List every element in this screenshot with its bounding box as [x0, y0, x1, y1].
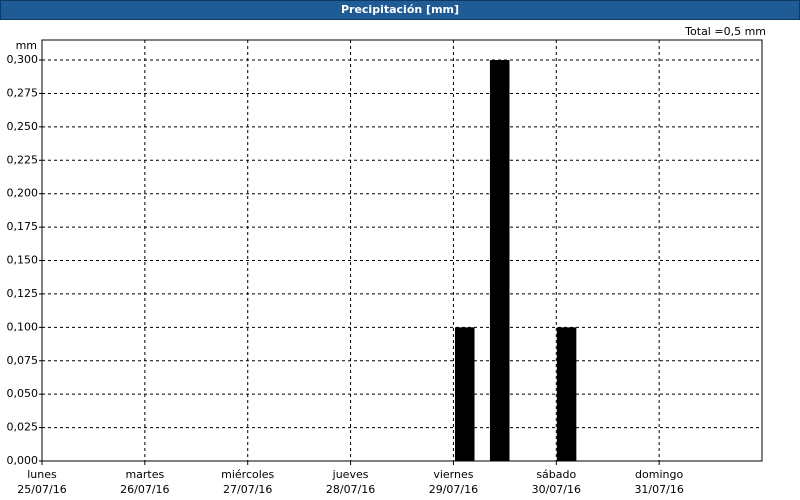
x-tick-label: jueves [332, 468, 369, 481]
bar [556, 327, 577, 461]
y-tick-label: 0,100 [7, 320, 39, 333]
y-tick-label: 0,275 [7, 86, 39, 99]
y-tick-label: 0,250 [7, 120, 39, 133]
x-tick-label: domingo [635, 468, 683, 481]
x-tick-label: sábado [536, 468, 576, 481]
y-axis-label: mm [16, 39, 37, 52]
y-tick-label: 0,125 [7, 287, 39, 300]
x-tick-label: lunes [27, 468, 57, 481]
total-label: Total =0,5 mm [684, 25, 766, 38]
y-tick-label: 0,225 [7, 153, 39, 166]
bar [489, 60, 510, 462]
x-tick-label: viernes [433, 468, 473, 481]
y-tick-label: 0,050 [7, 387, 39, 400]
y-tick-label: 0,175 [7, 220, 39, 233]
y-tick-label: 0,000 [7, 454, 39, 467]
y-tick-label: 0,025 [7, 421, 39, 434]
chart-title: Precipitación [mm] [341, 3, 459, 16]
x-tick-date: 29/07/16 [429, 483, 478, 496]
y-tick-label: 0,075 [7, 354, 39, 367]
x-tick-label: miércoles [221, 468, 274, 481]
x-tick-label: martes [125, 468, 164, 481]
y-tick-label: 0,200 [7, 187, 39, 200]
y-tick-label: 0,300 [7, 53, 39, 66]
x-tick-date: 28/07/16 [326, 483, 375, 496]
y-tick-label: 0,150 [7, 254, 39, 267]
x-tick-date: 25/07/16 [17, 483, 66, 496]
x-tick-date: 30/07/16 [532, 483, 581, 496]
x-tick-date: 26/07/16 [120, 483, 169, 496]
x-tick-date: 27/07/16 [223, 483, 272, 496]
x-tick-date: 31/07/16 [634, 483, 683, 496]
bar [454, 327, 475, 461]
plot-area [41, 39, 763, 462]
